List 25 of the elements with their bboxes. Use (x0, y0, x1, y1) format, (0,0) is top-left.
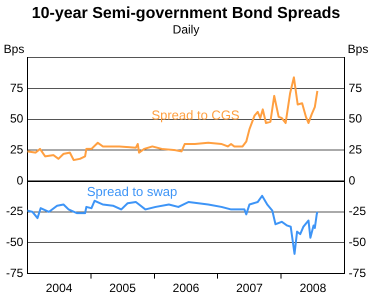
y-tick-label: 75 (10, 80, 24, 95)
y-tick-label: 25 (10, 142, 24, 156)
x-tick-label: 2005 (109, 281, 136, 296)
y-tick-label: -25 (6, 204, 24, 218)
x-tick-label: 2006 (172, 281, 200, 296)
x-tick-label: 2004 (46, 281, 73, 296)
x-tick-label: 2007 (236, 281, 264, 296)
y-tick-label: -75 (6, 266, 24, 280)
y2-tick-label: -50 (348, 235, 366, 250)
y2-tick-label: 50 (348, 112, 362, 126)
y2-axis-title: Bps (348, 42, 368, 56)
y-axis-title: Bps (4, 42, 24, 56)
x-tick-label: 2008 (300, 281, 327, 296)
y2-tick-label: 25 (348, 142, 362, 156)
series-label: Spread to CGS (151, 107, 240, 122)
y2-tick-label: 0 (348, 173, 356, 188)
chart-subtitle: Daily (172, 22, 200, 37)
chart-title: 10-year Semi-government Bond Spreads (32, 5, 340, 22)
y-tick-label: 0 (16, 173, 24, 188)
y-tick-label: -50 (6, 235, 24, 250)
y2-tick-label: 75 (348, 80, 362, 95)
y2-tick-label: -75 (348, 266, 366, 280)
y2-tick-label: -25 (348, 204, 366, 218)
y-tick-label: 50 (10, 112, 24, 126)
series-label: Spread to swap (86, 184, 178, 200)
